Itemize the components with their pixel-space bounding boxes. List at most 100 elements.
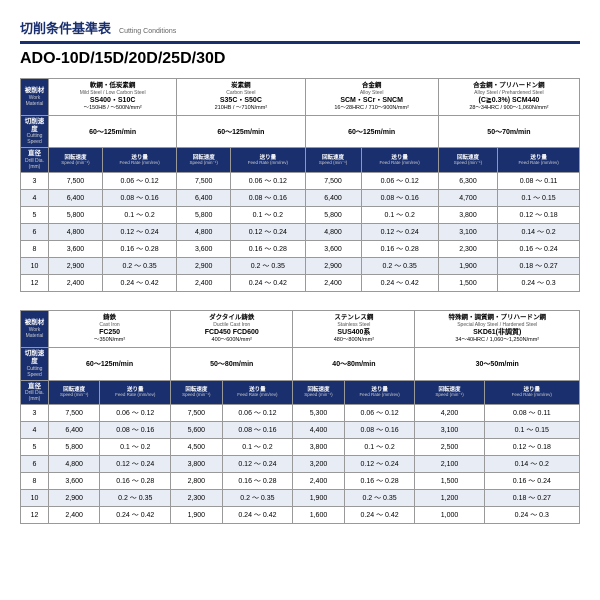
table-cell: 0.14 ～ 0.2 [498, 224, 580, 241]
diameter-header: 直径Drill Dia. (mm) [21, 380, 49, 405]
title-en: Cutting Conditions [119, 28, 176, 35]
feed-header: 送り量Feed Rate (mm/rev) [222, 380, 293, 405]
cutting-speed-header: 切削速度Cutting Speed [21, 347, 49, 380]
material-cell: ダクタイル鋳鉄Ductile Cast IronFCD450 FCD600400… [171, 311, 293, 348]
table-cell: 5,800 [305, 207, 361, 224]
diameter-value: 5 [21, 439, 49, 456]
table-cell: 3,100 [438, 224, 497, 241]
table-cell: 2,500 [415, 439, 484, 456]
feed-header: 送り量Feed Rate (mm/rev) [484, 380, 579, 405]
diameter-value: 8 [21, 241, 49, 258]
work-material-header: 被削材Work Material [21, 311, 49, 348]
table-cell: 0.14 ～ 0.2 [484, 456, 579, 473]
material-cell: 合金鋼・プリハードン鋼Alloy Steel / Prehardened Ste… [438, 79, 579, 116]
table-cell: 7,500 [305, 173, 361, 190]
table-cell: 0.16 ～ 0.28 [102, 241, 176, 258]
feed-header: 送り量Feed Rate (mm/rev) [344, 380, 415, 405]
cutting-speed-value: 60～125m/min [49, 115, 177, 148]
table-cell: 2,400 [177, 275, 231, 292]
table-cell: 6,400 [177, 190, 231, 207]
table-cell: 4,800 [305, 224, 361, 241]
table-cell: 0.1 ～ 0.2 [102, 207, 176, 224]
table-cell: 1,900 [438, 258, 497, 275]
table-cell: 4,800 [177, 224, 231, 241]
rpm-header: 回転速度Speed (min⁻¹) [305, 148, 361, 173]
table-cell: 0.12 ～ 0.24 [344, 456, 415, 473]
table-cell: 0.16 ～ 0.28 [231, 241, 305, 258]
table-cell: 0.1 ～ 0.15 [498, 190, 580, 207]
table-cell: 1,500 [415, 473, 484, 490]
table-cell: 0.08 ～ 0.11 [484, 405, 579, 422]
table-cell: 6,400 [49, 422, 100, 439]
table-cell: 0.06 ～ 0.12 [231, 173, 305, 190]
table-cell: 0.08 ～ 0.16 [100, 422, 171, 439]
material-cell: 特殊鋼・調質鋼・プリハードン鋼Special Alloy Steel / Har… [415, 311, 580, 348]
cutting-speed-value: 50～80m/min [171, 347, 293, 380]
cutting-conditions-table: 被削材Work Material軟鋼・低炭素鋼Mild Steel / Low … [20, 78, 580, 292]
table-cell: 0.12 ～ 0.24 [222, 456, 293, 473]
table-cell: 7,500 [49, 173, 103, 190]
diameter-value: 10 [21, 258, 49, 275]
tables-container: 被削材Work Material軟鋼・低炭素鋼Mild Steel / Low … [20, 78, 580, 524]
table-cell: 0.08 ～ 0.16 [344, 422, 415, 439]
table-cell: 4,500 [171, 439, 222, 456]
diameter-value: 8 [21, 473, 49, 490]
table-cell: 0.18 ～ 0.27 [484, 490, 579, 507]
table-cell: 5,800 [49, 439, 100, 456]
table-cell: 3,600 [49, 473, 100, 490]
table-cell: 1,900 [293, 490, 344, 507]
table-cell: 0.16 ～ 0.28 [100, 473, 171, 490]
table-cell: 0.24 ～ 0.3 [498, 275, 580, 292]
cutting-conditions-table: 被削材Work Material鋳鉄Cast IronFC250～350N/mm… [20, 310, 580, 524]
table-cell: 0.06 ～ 0.12 [344, 405, 415, 422]
table-cell: 6,300 [438, 173, 497, 190]
cutting-speed-value: 60～125m/min [49, 347, 171, 380]
table-cell: 7,500 [49, 405, 100, 422]
table-cell: 1,900 [171, 507, 222, 524]
table-cell: 0.2 ～ 0.35 [231, 258, 305, 275]
material-cell: 鋳鉄Cast IronFC250～350N/mm² [49, 311, 171, 348]
table-cell: 5,300 [293, 405, 344, 422]
feed-header: 送り量Feed Rate (mm/rev) [361, 148, 438, 173]
feed-header: 送り量Feed Rate (mm/rev) [231, 148, 305, 173]
table-cell: 4,800 [49, 224, 103, 241]
table-cell: 2,900 [305, 258, 361, 275]
table-cell: 2,900 [49, 490, 100, 507]
model-number: ADO-10D/15D/20D/25D/30D [20, 50, 580, 68]
table-cell: 0.24 ～ 0.42 [102, 275, 176, 292]
table-cell: 3,600 [49, 241, 103, 258]
rpm-header: 回転速度Speed (min⁻¹) [49, 148, 103, 173]
table-cell: 0.12 ～ 0.24 [231, 224, 305, 241]
table-cell: 4,200 [415, 405, 484, 422]
table-cell: 0.2 ～ 0.35 [100, 490, 171, 507]
feed-header: 送り量Feed Rate (mm/rev) [100, 380, 171, 405]
table-cell: 0.2 ～ 0.35 [344, 490, 415, 507]
table-cell: 0.2 ～ 0.35 [361, 258, 438, 275]
table-cell: 7,500 [171, 405, 222, 422]
table-cell: 4,400 [293, 422, 344, 439]
table-cell: 3,800 [438, 207, 497, 224]
rpm-header: 回転速度Speed (min⁻¹) [438, 148, 497, 173]
table-cell: 6,400 [49, 190, 103, 207]
table-cell: 0.24 ～ 0.42 [222, 507, 293, 524]
table-cell: 2,900 [49, 258, 103, 275]
cutting-speed-value: 60～125m/min [305, 115, 438, 148]
rpm-header: 回転速度Speed (min⁻¹) [177, 148, 231, 173]
rpm-header: 回転速度Speed (min⁻¹) [293, 380, 344, 405]
material-cell: ステンレス鋼Stainless SteelSUS400系480～800N/mm² [293, 311, 415, 348]
table-cell: 2,900 [177, 258, 231, 275]
table-cell: 0.1 ～ 0.2 [361, 207, 438, 224]
table-cell: 1,500 [438, 275, 497, 292]
rpm-header: 回転速度Speed (min⁻¹) [415, 380, 484, 405]
cutting-speed-value: 60～125m/min [177, 115, 305, 148]
table-cell: 3,600 [177, 241, 231, 258]
material-cell: 炭素鋼Carbon SteelS35C・S50C210HB / ～710N/mm… [177, 79, 305, 116]
diameter-value: 3 [21, 173, 49, 190]
table-cell: 3,800 [171, 456, 222, 473]
table-cell: 0.24 ～ 0.42 [100, 507, 171, 524]
table-cell: 0.2 ～ 0.35 [102, 258, 176, 275]
diameter-value: 4 [21, 190, 49, 207]
table-cell: 0.06 ～ 0.12 [102, 173, 176, 190]
cutting-speed-value: 40～80m/min [293, 347, 415, 380]
table-cell: 0.08 ～ 0.16 [222, 422, 293, 439]
